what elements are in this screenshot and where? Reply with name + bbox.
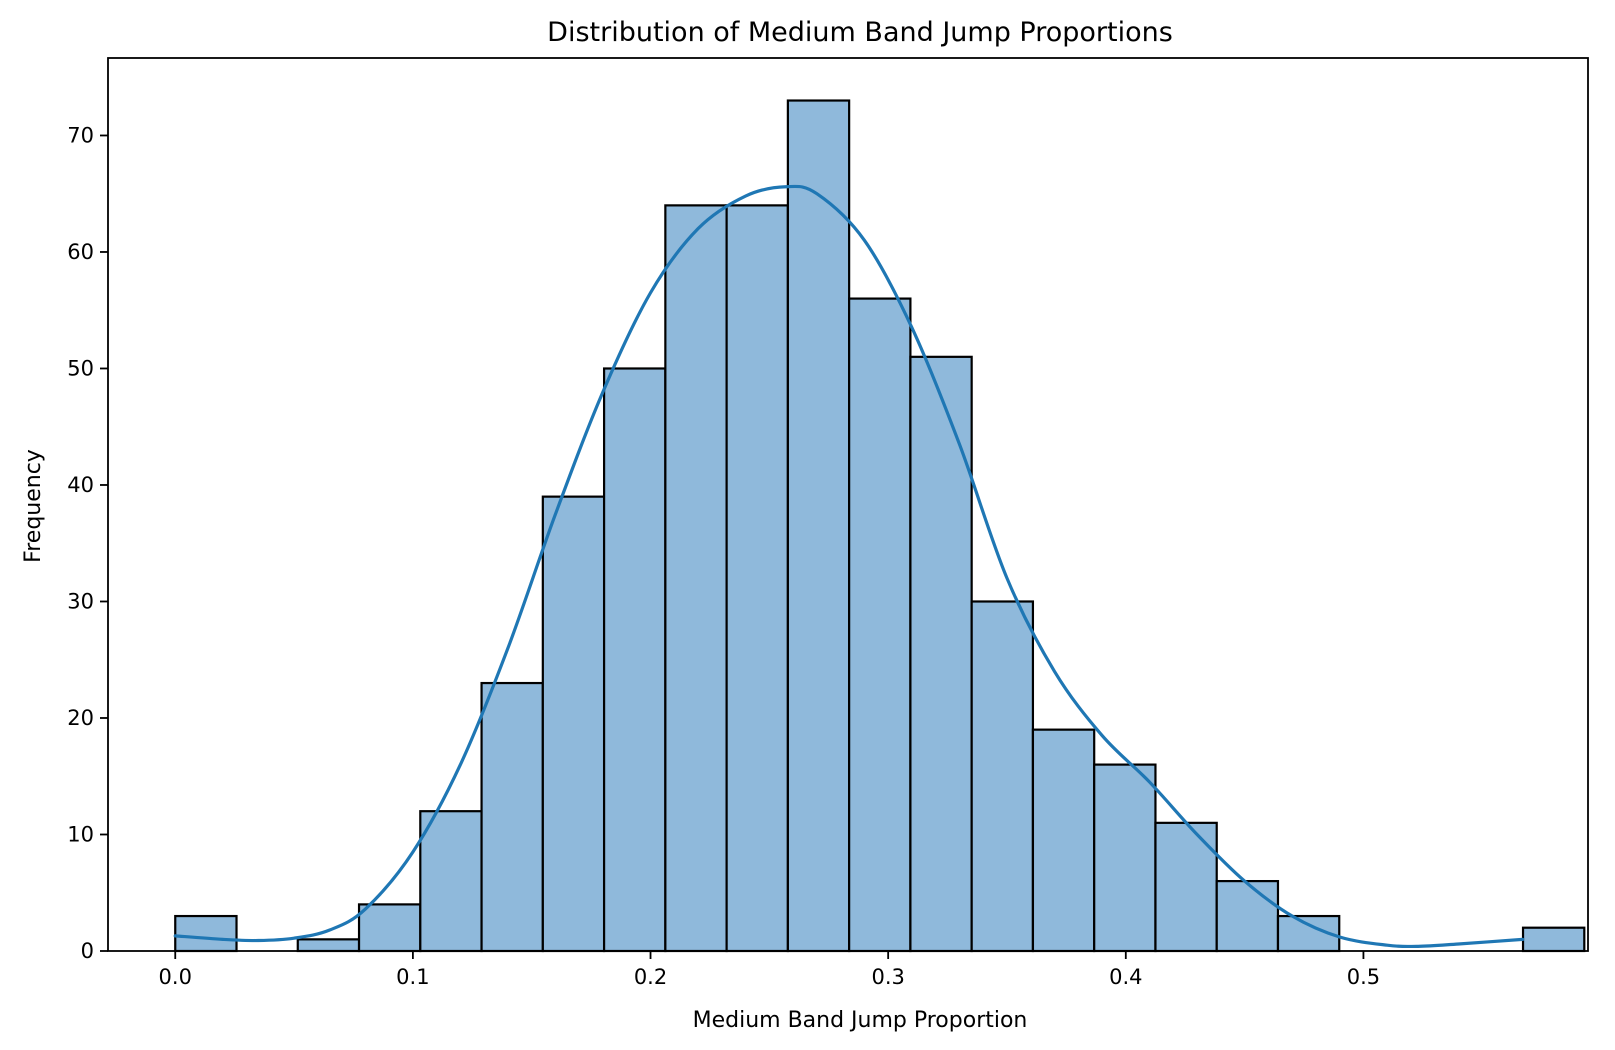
kde-line (173, 184, 1525, 949)
histogram-bar (296, 938, 361, 953)
histogram-bar (174, 914, 238, 953)
axes-layer (107, 57, 1589, 952)
histogram-bar (1215, 879, 1280, 953)
x-tick-label: 0.1 (396, 965, 429, 989)
y-tick-label: 40 (67, 473, 94, 497)
ticks-layer: 0.0 0.1 0.2 0.3 0.4 0.5 0 10 20 30 40 50 60 70 (67, 123, 1380, 989)
histogram-bar (725, 204, 789, 953)
histogram-bar (1154, 821, 1218, 953)
x-tick-label: 0.0 (159, 965, 192, 989)
bars-layer (174, 99, 1586, 953)
x-tick-label: 0.5 (1347, 965, 1380, 989)
x-axis-label: Medium Band Jump Proportion (693, 1008, 1028, 1033)
y-tick-label: 50 (67, 356, 94, 380)
histogram-bar (541, 495, 606, 953)
histogram-bar (664, 204, 728, 953)
histogram-bar (786, 99, 851, 953)
histogram-bar (480, 681, 544, 953)
histogram-bar (970, 600, 1035, 953)
y-tick-label: 70 (67, 123, 94, 147)
histogram-bar (1031, 728, 1096, 953)
histogram-bar (848, 297, 912, 953)
x-tick-label: 0.3 (871, 965, 904, 989)
y-tick-label: 10 (67, 822, 94, 846)
histogram-bar (602, 367, 667, 953)
histogram-bar (1521, 926, 1586, 953)
x-tick-label: 0.2 (634, 965, 667, 989)
histogram-bar (909, 355, 973, 953)
kde-layer (173, 184, 1525, 949)
chart-title: Distribution of Medium Band Jump Proport… (547, 17, 1173, 48)
y-tick-label: 20 (67, 706, 94, 730)
x-tick-label: 0.4 (1109, 965, 1142, 989)
y-axis-label: Frequency (21, 449, 46, 563)
histogram-bar (419, 810, 483, 953)
plot-frame (107, 57, 1589, 952)
histogram-bar (1093, 763, 1157, 953)
y-tick-label: 30 (67, 589, 94, 613)
y-tick-label: 60 (67, 240, 94, 264)
y-tick-label: 0 (81, 939, 94, 963)
histogram-bar (357, 903, 422, 953)
